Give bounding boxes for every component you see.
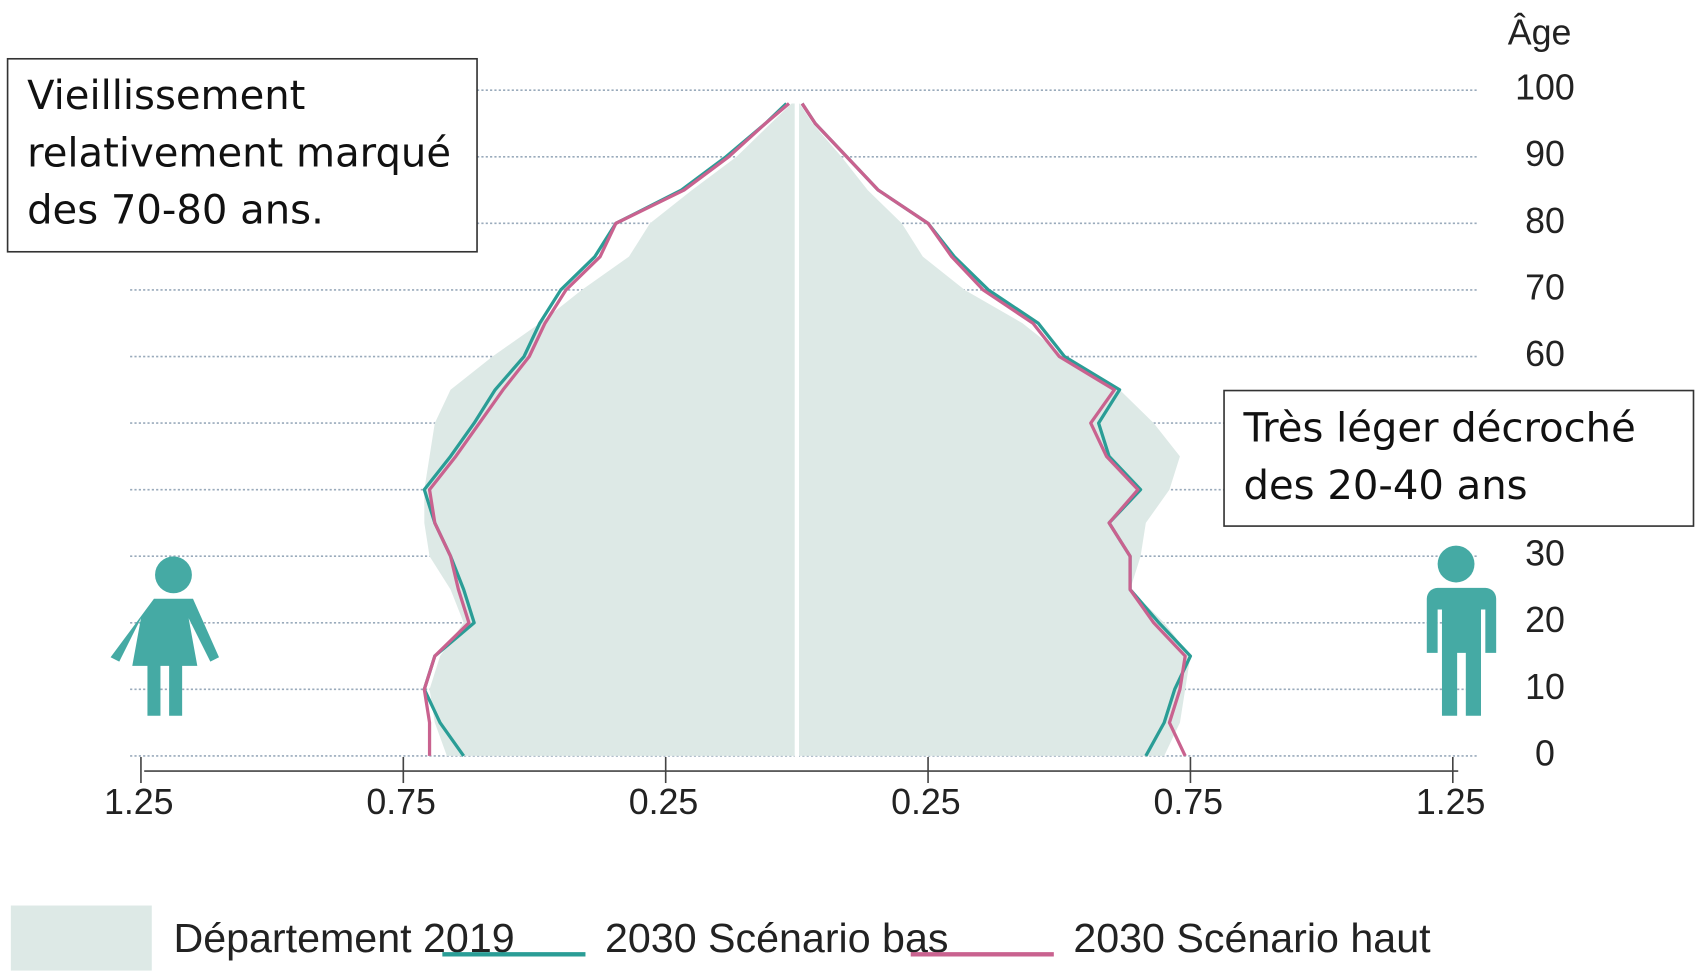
y-tick-label: 100 bbox=[1515, 68, 1575, 108]
x-tick-label: 1.25 bbox=[104, 782, 174, 822]
annotations: Vieillissement relativement marqué des 70-… bbox=[6, 57, 1695, 527]
y-tick-label: 20 bbox=[1525, 600, 1565, 640]
y-tick-label: 0 bbox=[1535, 733, 1555, 773]
line bbox=[422, 102, 791, 756]
x-tick-label: 0.25 bbox=[891, 782, 961, 822]
y-tick-label: 70 bbox=[1525, 267, 1565, 307]
annotation-box bbox=[1223, 389, 1695, 527]
woman-icon bbox=[110, 556, 220, 716]
legend-swatch bbox=[10, 905, 152, 971]
x-tick-label: 0.75 bbox=[1153, 782, 1223, 822]
x-tick-label: 0.25 bbox=[629, 782, 699, 822]
man-icon bbox=[1426, 545, 1497, 716]
annotation-text: Très léger décroché bbox=[1243, 406, 1636, 452]
annotation-text: relativement marqué bbox=[27, 130, 451, 176]
annotation-text: Vieillissement bbox=[27, 73, 305, 119]
annotation-box bbox=[6, 57, 478, 253]
plot bbox=[422, 102, 1193, 757]
legend-label: 2030 Scénario bas bbox=[605, 915, 948, 961]
legend-label: 2030 Scénario haut bbox=[1073, 915, 1431, 961]
x-tick-label: 1.25 bbox=[1416, 782, 1486, 822]
area bbox=[796, 103, 1191, 756]
x-tick-label: 0.75 bbox=[366, 782, 436, 822]
y-axis-label: Âge bbox=[1508, 12, 1572, 52]
y-tick-label: 10 bbox=[1525, 667, 1565, 707]
annotation-text: des 20-40 ans bbox=[1244, 463, 1528, 509]
area bbox=[424, 103, 797, 756]
y-tick-label: 60 bbox=[1525, 334, 1565, 374]
legend: Département 2019 2030 Scénario bas 2030 Sc… bbox=[10, 905, 1431, 971]
line bbox=[800, 102, 1187, 757]
y-tick-label: 90 bbox=[1525, 134, 1565, 174]
y-tick-label: 30 bbox=[1525, 534, 1565, 574]
annotation-text: des 70-80 ans. bbox=[27, 188, 324, 234]
y-tick-label: 80 bbox=[1525, 201, 1565, 241]
